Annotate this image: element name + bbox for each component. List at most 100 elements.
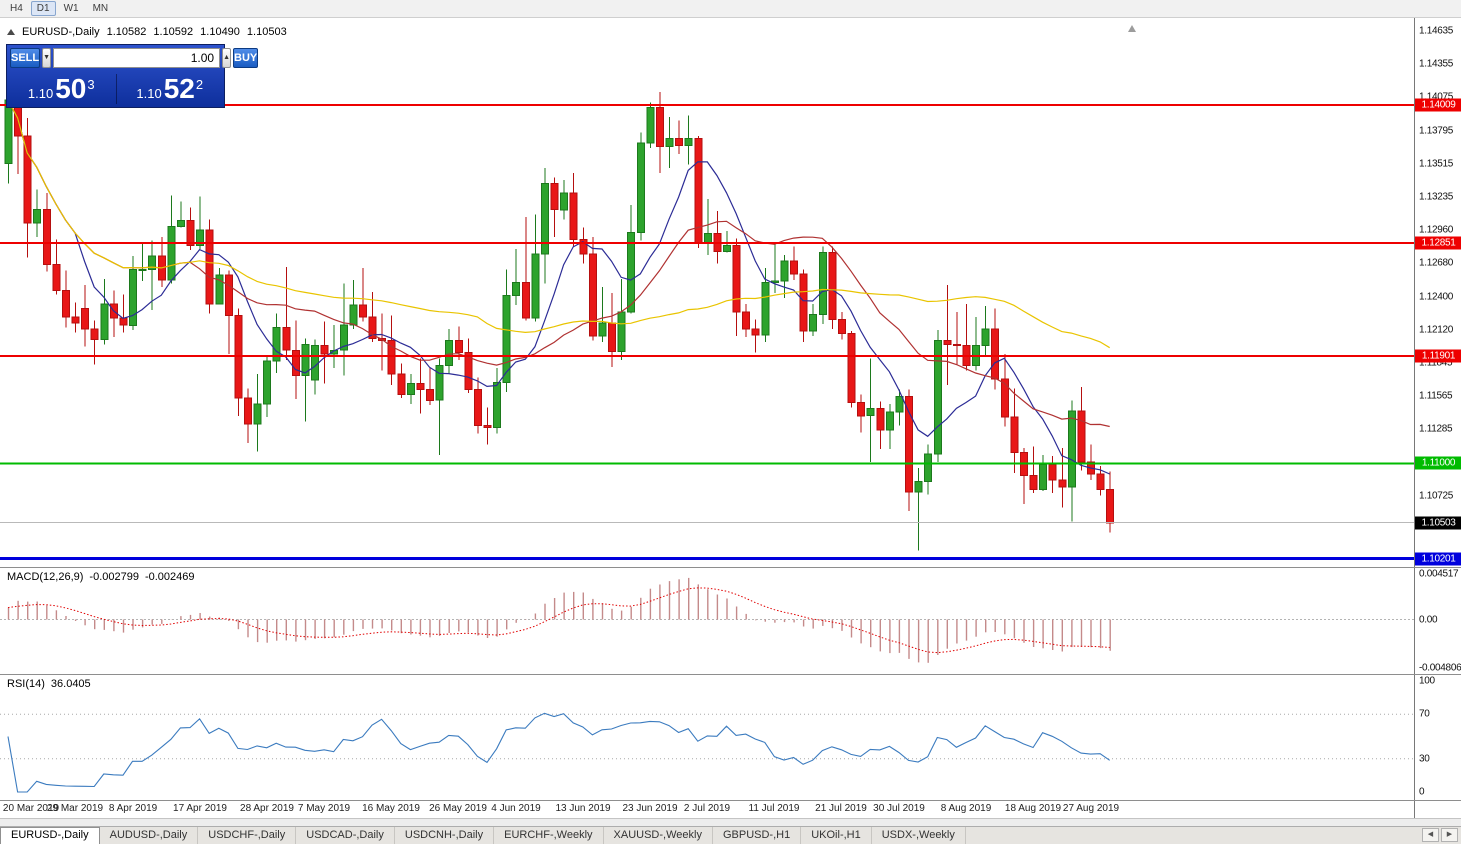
- time-axis[interactable]: 20 Mar 2019 29 Mar 2019 8 Apr 2019 17 Apr 2…: [0, 800, 1414, 818]
- axis-corner: [1414, 800, 1461, 818]
- candle: [895, 396, 904, 413]
- price-tick-label: 1.12120: [1419, 324, 1454, 336]
- sell-price-big: 50: [55, 73, 87, 104]
- buy-button[interactable]: BUY: [233, 48, 259, 68]
- candle: [473, 389, 482, 426]
- candle: [1048, 464, 1057, 481]
- candle: [866, 408, 875, 417]
- candle: [138, 268, 147, 271]
- candle: [818, 252, 827, 316]
- macd-axis-label: -0.004806: [1419, 662, 1461, 674]
- price-divider: [115, 74, 117, 104]
- chart-tab-usdx[interactable]: USDX-,Weekly: [872, 827, 966, 844]
- candle: [933, 340, 942, 455]
- candle: [359, 304, 367, 318]
- buy-price-display[interactable]: 1.10 52 2: [116, 74, 225, 104]
- candle: [828, 252, 837, 320]
- rsi-header: RSI(14) 36.0405: [7, 678, 91, 690]
- main-price-chart[interactable]: [0, 18, 1414, 567]
- candle: [320, 345, 329, 355]
- buy-price-sup: 2: [195, 77, 204, 92]
- chart-tab-ukoil[interactable]: UKOil-,H1: [801, 827, 872, 844]
- date-label: 13 Jun 2019: [555, 803, 611, 814]
- quote-high: 1.10592: [153, 26, 194, 38]
- candle: [761, 281, 770, 336]
- candle: [339, 324, 348, 351]
- candle: [311, 345, 320, 381]
- candle: [253, 403, 262, 425]
- chart-tab-gbpusd[interactable]: GBPUSD-,H1: [713, 827, 802, 844]
- chart-window[interactable]: EURUSD-,Daily 1.10582 1.10592 1.10490 1.…: [0, 18, 1414, 800]
- volume-input[interactable]: [53, 48, 221, 68]
- candle: [272, 327, 281, 362]
- candle: [1058, 479, 1067, 488]
- candle: [723, 245, 731, 252]
- one-click-trading-panel: SELL ▼ ▲ BUY 1.10 50 3 1.10 52 2: [6, 44, 259, 108]
- timeframe-button-h4[interactable]: H4: [10, 3, 23, 14]
- chart-tab-usdcad[interactable]: USDCAD-,Daily: [296, 827, 395, 844]
- pane-separator[interactable]: [0, 674, 1461, 675]
- pane-separator[interactable]: [0, 567, 1461, 568]
- sell-price-display[interactable]: 1.10 50 3: [7, 74, 116, 104]
- buy-price-head: 1.10: [136, 86, 162, 101]
- candle: [675, 137, 684, 146]
- one-click-toggle-icon[interactable]: [7, 29, 15, 35]
- time-axis-separator: [0, 800, 1461, 801]
- candle: [885, 411, 894, 431]
- tab-scroll-left-button[interactable]: ◀: [1422, 828, 1439, 842]
- timeframe-button-d1[interactable]: D1: [30, 1, 56, 16]
- price-tick-label: 1.10725: [1419, 490, 1454, 502]
- level-price-label: 1.11901: [1415, 349, 1461, 363]
- chart-tab-xauusd[interactable]: XAUUSD-,Weekly: [604, 827, 713, 844]
- candle: [368, 316, 377, 339]
- sell-button[interactable]: SELL: [10, 48, 41, 68]
- candle: [521, 281, 530, 319]
- date-label: 21 Jul 2019: [815, 803, 867, 814]
- price-tick-label: 1.12400: [1419, 291, 1454, 303]
- candle: [991, 328, 1000, 380]
- date-label: 2 Jul 2019: [683, 803, 731, 814]
- candle: [291, 349, 300, 376]
- chart-tab-usdcnh[interactable]: USDCNH-,Daily: [395, 827, 495, 844]
- date-label: 11 Jul 2019: [748, 803, 800, 814]
- date-label: 27 Aug 2019: [1062, 803, 1120, 814]
- macd-axis-label: 0.004517: [1419, 568, 1459, 580]
- macd-header: MACD(12,26,9) -0.002799 -0.002469: [7, 571, 195, 583]
- chart-tab-eurchf[interactable]: EURCHF-,Weekly: [494, 827, 604, 844]
- chevron-left-icon: ◀: [1427, 831, 1434, 838]
- chart-tab-audusd[interactable]: AUDUSD-,Daily: [100, 827, 199, 844]
- candle: [512, 281, 521, 296]
- candle: [617, 311, 626, 352]
- date-label: 20 Mar 2019: [2, 803, 60, 814]
- timeframe-toolbar: H4 D1 W1 MN: [0, 0, 1461, 18]
- macd-indicator-chart[interactable]: [0, 568, 1414, 674]
- candle: [502, 295, 511, 383]
- date-label: 18 Aug 2019: [1004, 803, 1062, 814]
- price-axis[interactable]: 1.14635 1.14355 1.14075 1.13795 1.13515 1.132…: [1414, 18, 1461, 800]
- candle: [176, 220, 185, 227]
- candle: [167, 225, 176, 281]
- candle: [81, 308, 90, 330]
- chart-tab-usdchf[interactable]: USDCHF-,Daily: [198, 827, 297, 844]
- chart-tab-eurusd[interactable]: EURUSD-,Daily: [0, 827, 100, 844]
- chart-shift-marker-icon[interactable]: [1128, 25, 1136, 32]
- candle: [569, 192, 578, 241]
- macd-axis-label: 0.00: [1419, 614, 1438, 626]
- rsi-axis-label: 30: [1419, 753, 1430, 765]
- volume-decrease-button[interactable]: ▼: [42, 48, 52, 68]
- timeframe-button-w1[interactable]: W1: [63, 3, 79, 14]
- candle: [406, 383, 415, 395]
- tab-scroll-right-button[interactable]: ▶: [1441, 828, 1458, 842]
- candle: [1096, 473, 1105, 491]
- candle: [416, 383, 425, 391]
- sell-price-head: 1.10: [27, 86, 54, 101]
- level-price-label: 1.10201: [1415, 552, 1461, 566]
- chart-tab-bar: EURUSD-,Daily AUDUSD-,Daily USDCHF-,Daily U…: [0, 826, 1461, 844]
- timeframe-button-mn[interactable]: MN: [92, 3, 109, 14]
- candle: [981, 328, 990, 346]
- candle: [483, 424, 492, 429]
- triangle-down-icon: ▼: [43, 54, 51, 61]
- volume-increase-button[interactable]: ▲: [222, 48, 231, 68]
- rsi-indicator-chart[interactable]: [0, 675, 1414, 800]
- quote-open: 1.10582: [106, 26, 147, 38]
